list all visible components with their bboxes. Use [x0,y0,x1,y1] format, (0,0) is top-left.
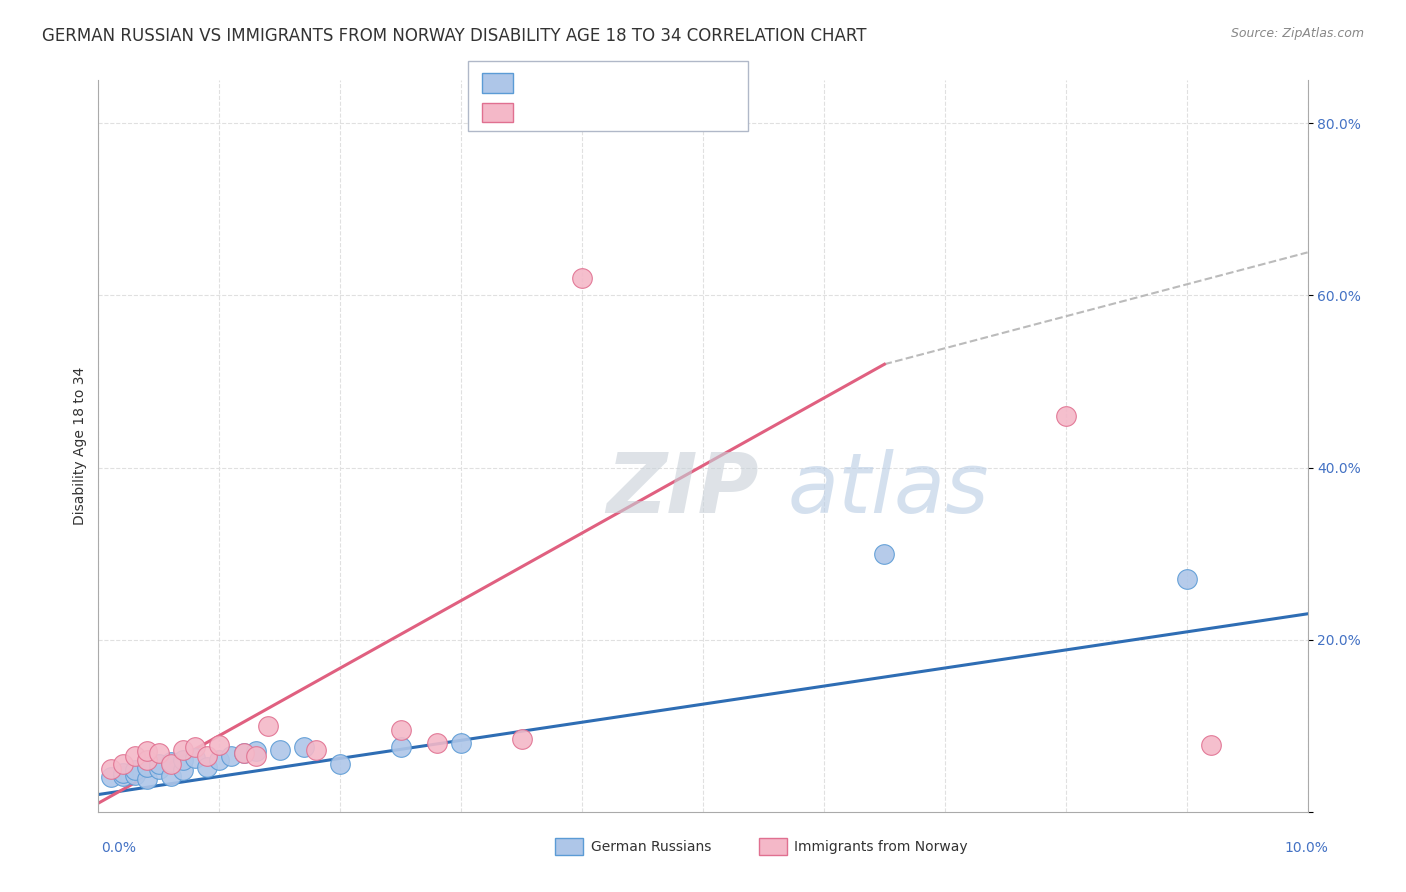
Text: R = 0.609   N = 21: R = 0.609 N = 21 [520,92,690,110]
Point [172,753,194,767]
Text: GERMAN RUSSIAN VS IMMIGRANTS FROM NORWAY DISABILITY AGE 18 TO 34 CORRELATION CHA: GERMAN RUSSIAN VS IMMIGRANTS FROM NORWAY… [42,27,866,45]
Text: Immigrants from Norway: Immigrants from Norway [794,839,967,854]
Point [389,723,412,737]
Point [160,768,183,782]
Text: Source: ZipAtlas.com: Source: ZipAtlas.com [1230,27,1364,40]
Point [1199,738,1222,752]
Text: R = 0.647   N = 26: R = 0.647 N = 26 [520,80,690,98]
Point [135,772,157,786]
Point [148,762,170,776]
Point [245,748,267,763]
Point [245,744,267,758]
Point [450,736,472,750]
Point [135,760,157,774]
Point [172,743,194,757]
Y-axis label: Disability Age 18 to 34: Disability Age 18 to 34 [73,367,87,525]
Point [873,547,896,561]
Text: 0.0%: 0.0% [101,841,136,855]
Text: 10.0%: 10.0% [1285,841,1329,855]
Point [292,740,315,755]
Point [148,746,170,760]
Point [256,719,278,733]
Point [305,743,328,757]
Point [124,768,146,782]
Point [135,744,157,758]
Point [195,760,218,774]
Text: atlas: atlas [787,450,990,531]
Point [124,764,146,778]
Point [1175,573,1198,587]
Point [172,764,194,778]
Point [208,738,231,752]
Point [232,746,254,760]
Point [1054,409,1077,423]
Point [195,748,218,763]
Point [100,762,122,776]
Point [184,740,207,755]
Point [208,753,231,767]
Point [111,757,134,772]
Point [148,757,170,772]
Point [389,740,412,755]
Text: ZIP: ZIP [606,450,759,531]
Point [100,770,122,784]
Text: German Russians: German Russians [591,839,711,854]
Point [510,731,533,746]
Point [571,271,593,285]
Point [184,751,207,765]
Point [426,736,449,750]
Point [111,766,134,780]
Point [111,768,134,782]
Point [329,757,352,772]
Point [269,743,291,757]
Point [221,748,243,763]
Point [232,746,254,760]
Point [135,753,157,767]
Point [160,757,183,772]
Point [160,755,183,769]
Point [124,748,146,763]
